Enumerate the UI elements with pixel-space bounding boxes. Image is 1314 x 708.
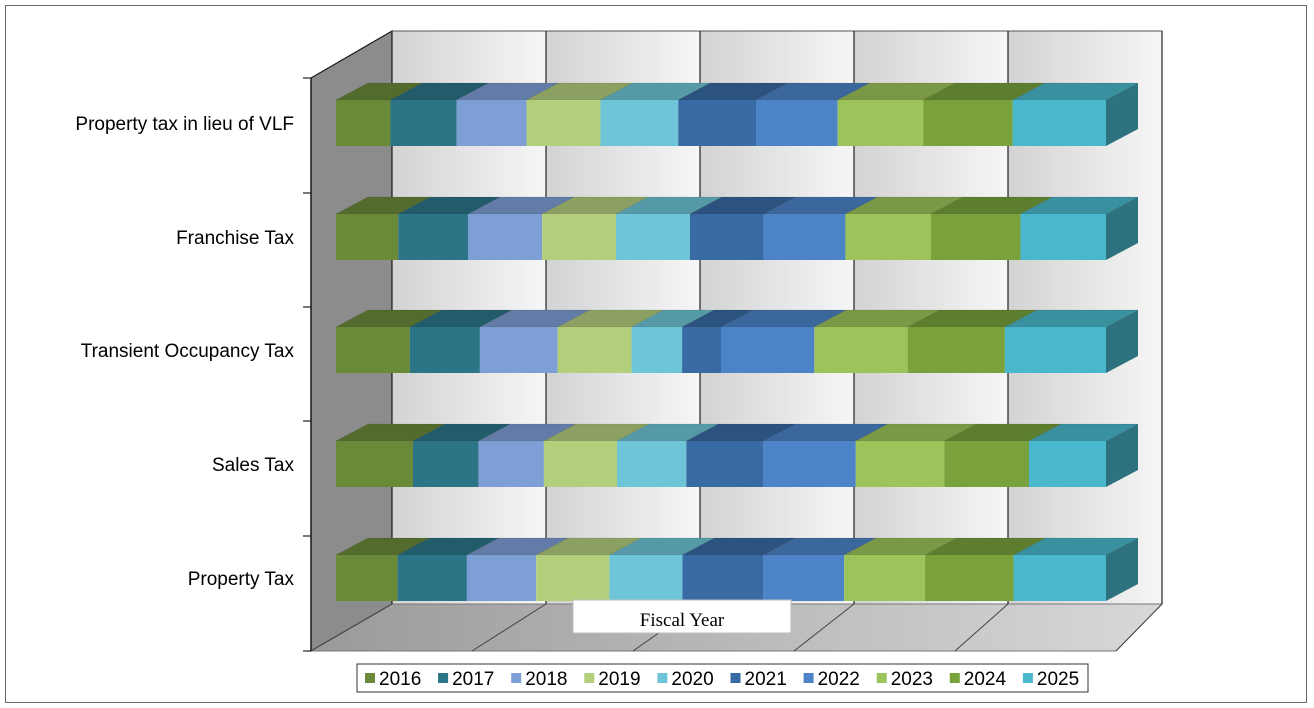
bar-segment-2018 bbox=[479, 309, 590, 373]
x-axis-label: Fiscal Year bbox=[640, 610, 725, 631]
bar-segment-2020 bbox=[600, 82, 711, 146]
category-labels: Property tax in lieu of VLF Franchise Tax… bbox=[75, 114, 294, 590]
bar-segment-2016 bbox=[335, 309, 443, 373]
legend-swatch bbox=[511, 673, 522, 683]
bar-segment-2021 bbox=[686, 423, 796, 487]
legend-label: 2018 bbox=[525, 669, 567, 690]
legend-label: 2023 bbox=[891, 669, 933, 690]
bar-segment-2025 bbox=[1004, 309, 1139, 373]
bar-segment-2019 bbox=[541, 196, 649, 260]
bar-segment-2022 bbox=[755, 82, 870, 146]
legend-label: 2019 bbox=[598, 669, 640, 690]
bar-segment-2023 bbox=[855, 423, 977, 487]
legend-label: 2020 bbox=[671, 669, 713, 690]
legend: 2016 2017 2018 2019 2020 2021 2022 2023 2024 2025 bbox=[356, 663, 1089, 693]
bar-segment-2017 bbox=[412, 423, 511, 487]
bar-segment-2023 bbox=[837, 82, 956, 146]
bar-segment-2018 bbox=[456, 82, 559, 146]
bar-segment-2020 bbox=[631, 309, 715, 373]
legend-swatch bbox=[876, 673, 887, 683]
bar-segment-2016 bbox=[335, 423, 446, 487]
bar-segment-2024 bbox=[923, 82, 1045, 146]
bar-segment-2024 bbox=[944, 423, 1062, 487]
bar-segment-2024 bbox=[930, 196, 1053, 260]
bar-segment-2021 bbox=[689, 196, 796, 260]
bar-segment-2020 bbox=[609, 537, 715, 601]
legend-box bbox=[356, 663, 1089, 693]
category-label: Sales Tax bbox=[212, 455, 295, 476]
gridline-floor bbox=[1115, 603, 1163, 652]
bar-row bbox=[335, 196, 1139, 260]
x-axis-label-background bbox=[572, 599, 792, 634]
chart-frame: Property tax in lieu of VLF Franchise Tax… bbox=[5, 5, 1307, 703]
bar-segment-2022 bbox=[720, 309, 847, 373]
legend-swatch bbox=[803, 673, 814, 683]
bar-segment-2021 bbox=[682, 537, 796, 601]
bar-segment-2016 bbox=[335, 196, 431, 260]
category-label: Franchise Tax bbox=[176, 228, 294, 249]
bar-segment-2024 bbox=[907, 309, 1038, 373]
bar-row bbox=[335, 309, 1139, 373]
legend-swatch bbox=[949, 673, 960, 683]
bar-segment-2017 bbox=[398, 196, 501, 260]
bar-segment-2019 bbox=[526, 82, 633, 146]
bar-segment-2019 bbox=[543, 423, 650, 487]
bar-segment-2025 bbox=[1012, 82, 1139, 146]
legend-swatch bbox=[730, 673, 741, 683]
chart-svg: Property tax in lieu of VLF Franchise Tax… bbox=[75, 29, 1164, 693]
bar-segment-2020 bbox=[616, 423, 719, 487]
bar-segment-2017 bbox=[397, 537, 500, 601]
legend-swatch bbox=[584, 673, 595, 683]
bar-row bbox=[335, 537, 1139, 601]
gridline-floor bbox=[471, 603, 547, 652]
bar-segment-2018 bbox=[466, 537, 569, 601]
bar-segment-2021 bbox=[681, 309, 754, 373]
bar-segment-2025 bbox=[1020, 196, 1139, 260]
bar-segment-2018 bbox=[468, 196, 575, 260]
bar-segment-2023 bbox=[845, 196, 964, 260]
bar-segment-2025 bbox=[1028, 423, 1139, 487]
legend-label: 2022 bbox=[818, 669, 860, 690]
bar-segment-2017 bbox=[390, 82, 489, 146]
legend-label: 2017 bbox=[452, 669, 494, 690]
gridline-floor bbox=[793, 603, 855, 652]
category-label: Property Tax bbox=[188, 569, 295, 590]
bar-segment-2025 bbox=[1013, 537, 1139, 601]
bar-row bbox=[335, 423, 1139, 487]
bar-segment-2023 bbox=[814, 309, 940, 373]
bar-segment-2022 bbox=[763, 196, 878, 260]
gridline-floor bbox=[954, 603, 1009, 652]
legend-swatch bbox=[365, 673, 375, 683]
category-label: Transient Occupancy Tax bbox=[81, 341, 295, 362]
x-axis-label-box: Fiscal Year bbox=[572, 599, 792, 634]
legend-label: 2024 bbox=[964, 669, 1007, 690]
bar-segment-2016 bbox=[335, 82, 423, 146]
legend-swatch bbox=[1022, 673, 1033, 683]
legend-swatch bbox=[438, 673, 449, 683]
gridline-floor bbox=[310, 603, 393, 652]
bar-segment-2023 bbox=[844, 537, 958, 601]
category-label: Property tax in lieu of VLF bbox=[75, 114, 294, 135]
bar-segment-2020 bbox=[615, 196, 723, 260]
bar-segment-2018 bbox=[478, 423, 577, 487]
legend-swatch bbox=[657, 673, 668, 683]
bar-row bbox=[335, 82, 1139, 146]
legend-label: 2016 bbox=[379, 669, 421, 690]
chart-bars bbox=[335, 82, 1139, 601]
legend-label: 2025 bbox=[1037, 669, 1079, 690]
bar-segment-2017 bbox=[409, 309, 513, 373]
bar-segment-2022 bbox=[763, 537, 877, 601]
bar-segment-2019 bbox=[557, 309, 664, 373]
bar-segment-2019 bbox=[536, 537, 642, 601]
bar-segment-2022 bbox=[763, 423, 888, 487]
legend-label: 2021 bbox=[745, 669, 787, 690]
bar-segment-2021 bbox=[678, 82, 789, 146]
